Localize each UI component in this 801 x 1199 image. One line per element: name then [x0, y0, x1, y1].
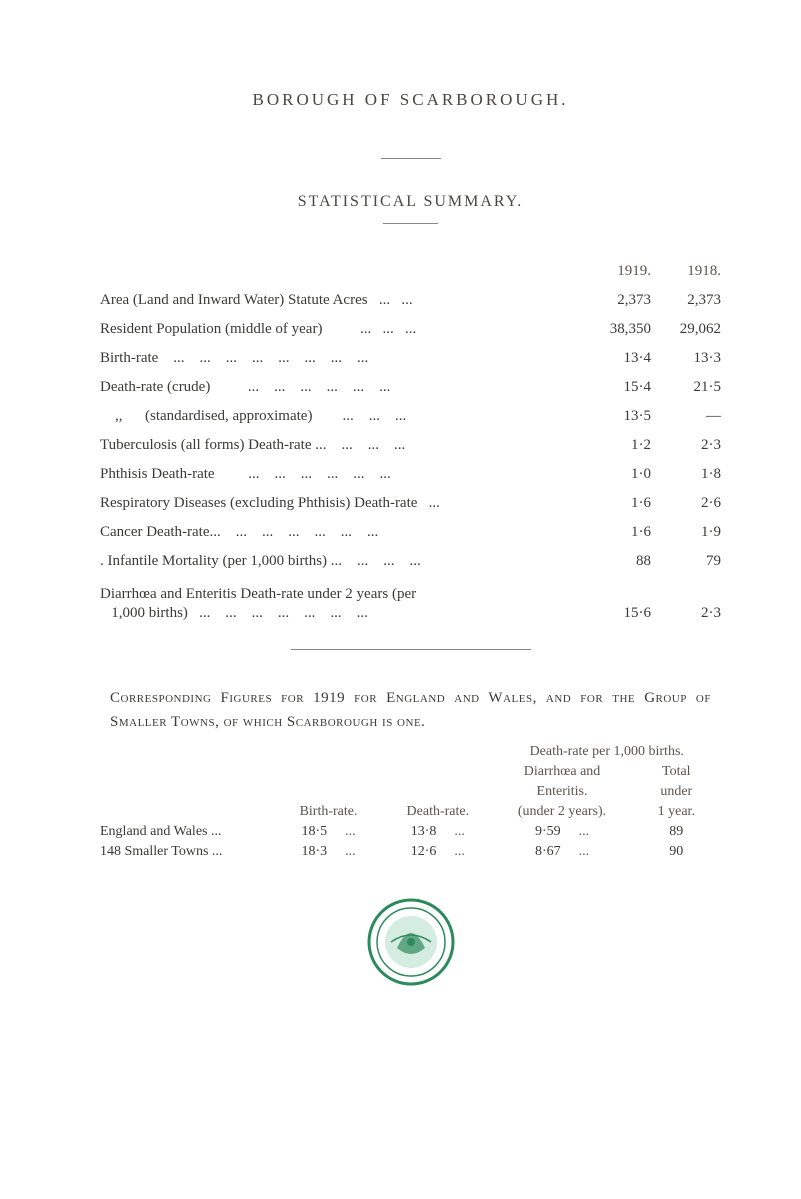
tbl2-head-diarrhoea1: Diarrhœa and: [492, 764, 631, 780]
stat-1918: 21·5: [651, 380, 721, 395]
tbl2-head-diarrhoea2: Enteritis.: [492, 784, 631, 800]
section-divider: [291, 649, 531, 650]
tbl2-header-row2: Diarrhœa and Total: [100, 764, 721, 780]
tbl2-br: 18·5: [301, 824, 327, 839]
dots: ...: [454, 824, 465, 839]
dots: ...: [345, 824, 356, 839]
section2-heading: Corresponding Figures for 1919 for Engla…: [110, 686, 711, 734]
stat-1919: 1·6: [581, 525, 651, 540]
stat-label: Birth-rate ... ... ... ... ... ... ... .…: [100, 351, 581, 366]
stat-1919: 1·2: [581, 438, 651, 453]
stat-label: Diarrhœa and Enteritis Death-rate under …: [100, 583, 581, 606]
stat-1918: —: [651, 409, 721, 424]
page-subtitle: STATISTICAL SUMMARY.: [100, 193, 721, 211]
tbl2-header-row3: Enteritis. under: [100, 784, 721, 800]
tbl2-di: 9·59: [535, 824, 561, 839]
rule-under-title: [381, 158, 441, 159]
year-header-row: 1919. 1918.: [100, 264, 721, 279]
stat-1918: 1·9: [651, 525, 721, 540]
stat-row: . Infantile Mortality (per 1,000 births)…: [100, 554, 721, 569]
dots: ...: [579, 824, 590, 839]
tbl2-label: England and Wales ...: [100, 824, 274, 840]
dots: ...: [345, 844, 356, 859]
tbl2-dr: 13·8: [411, 824, 437, 839]
tbl2-tot: 89: [632, 824, 721, 840]
stat-1918: 2·3: [651, 606, 721, 621]
stat-1918: 79: [651, 554, 721, 569]
tbl2-row: 148 Smaller Towns ... 18·3... 12·6... 8·…: [100, 844, 721, 860]
stat-1918: 29,062: [651, 322, 721, 337]
tbl2-header-row4: Birth-rate. Death-rate. (under 2 years).…: [100, 804, 721, 820]
stat-row: ,, (standardised, approximate) ... ... .…: [100, 409, 721, 424]
stat-row: Cancer Death-rate... ... ... ... ... ...…: [100, 525, 721, 540]
tbl2-tot: 90: [632, 844, 721, 860]
dots: ...: [579, 844, 590, 859]
stat-1919: 15·6: [581, 606, 651, 621]
tbl2-row: England and Wales ... 18·5... 13·8... 9·…: [100, 824, 721, 840]
stat-row: Resident Population (middle of year) ...…: [100, 322, 721, 337]
tbl2-label: 148 Smaller Towns ...: [100, 844, 274, 860]
stat-label: Respiratory Diseases (excluding Phthisis…: [100, 496, 581, 511]
stat-row: Death-rate (crude) ... ... ... ... ... .…: [100, 380, 721, 395]
stat-label: ,, (standardised, approximate) ... ... .…: [100, 409, 581, 424]
section2-table: Death-rate per 1,000 births. Diarrhœa an…: [100, 744, 721, 860]
tbl2-head-total1: Total: [632, 764, 721, 780]
stat-1919: 15·4: [581, 380, 651, 395]
tbl2-head-under2: (under 2 years).: [492, 804, 631, 820]
tbl2-head-1year: 1 year.: [632, 804, 721, 820]
stat-1919: 1·6: [581, 496, 651, 511]
section2-heading-text: Corresponding Figures for 1919 for Engla…: [110, 690, 711, 730]
tbl2-header-row1: Death-rate per 1,000 births.: [100, 744, 721, 760]
stat-1919: 13·5: [581, 409, 651, 424]
stat-label: Phthisis Death-rate ... ... ... ... ... …: [100, 467, 581, 482]
stat-row: Area (Land and Inward Water) Statute Acr…: [100, 293, 721, 308]
stat-1919: 13·4: [581, 351, 651, 366]
dots: ...: [454, 844, 465, 859]
stat-row-diarrhoea-2: 1,000 births) ... ... ... ... ... ... ..…: [100, 606, 721, 621]
stat-1919: 88: [581, 554, 651, 569]
tbl2-head-deathrate-per-1000: Death-rate per 1,000 births.: [492, 744, 721, 760]
stat-1918: 2·6: [651, 496, 721, 511]
tbl2-dr: 12·6: [411, 844, 437, 859]
stat-row: Birth-rate ... ... ... ... ... ... ... .…: [100, 351, 721, 366]
tbl2-br: 18·3: [301, 844, 327, 859]
stat-label: Area (Land and Inward Water) Statute Acr…: [100, 293, 581, 308]
stat-1919: 38,350: [581, 322, 651, 337]
stat-label: Resident Population (middle of year) ...…: [100, 322, 581, 337]
stat-row: Respiratory Diseases (excluding Phthisis…: [100, 496, 721, 511]
stat-row-diarrhoea-1: Diarrhœa and Enteritis Death-rate under …: [100, 583, 721, 606]
page: BOROUGH OF SCARBOROUGH. STATISTICAL SUMM…: [0, 0, 801, 1199]
stat-label: . Infantile Mortality (per 1,000 births)…: [100, 554, 581, 569]
stat-1918: 1·8: [651, 467, 721, 482]
stat-1918: 2·3: [651, 438, 721, 453]
stat-1919: 1·0: [581, 467, 651, 482]
tbl2-head-total2: under: [632, 784, 721, 800]
year-1918: 1918.: [651, 264, 721, 279]
stat-1918: 2,373: [651, 293, 721, 308]
stat-label: 1,000 births) ... ... ... ... ... ... ..…: [100, 606, 581, 621]
tbl2-di: 8·67: [535, 844, 561, 859]
stat-label: Tuberculosis (all forms) Death-rate ... …: [100, 438, 581, 453]
page-title: BOROUGH OF SCARBOROUGH.: [100, 90, 721, 110]
rule-under-subtitle: [383, 223, 438, 224]
stats-table: 1919. 1918. Area (Land and Inward Water)…: [100, 264, 721, 621]
stat-label: Cancer Death-rate... ... ... ... ... ...…: [100, 525, 581, 540]
year-1919: 1919.: [581, 264, 651, 279]
stat-row: Tuberculosis (all forms) Death-rate ... …: [100, 438, 721, 453]
stat-1918: 13·3: [651, 351, 721, 366]
seal-icon: [367, 898, 455, 986]
tbl2-head-deathrate: Death-rate.: [383, 804, 492, 820]
tbl2-head-birthrate: Birth-rate.: [274, 804, 383, 820]
stat-label: Death-rate (crude) ... ... ... ... ... .…: [100, 380, 581, 395]
stat-1919: 2,373: [581, 293, 651, 308]
stat-row: Phthisis Death-rate ... ... ... ... ... …: [100, 467, 721, 482]
